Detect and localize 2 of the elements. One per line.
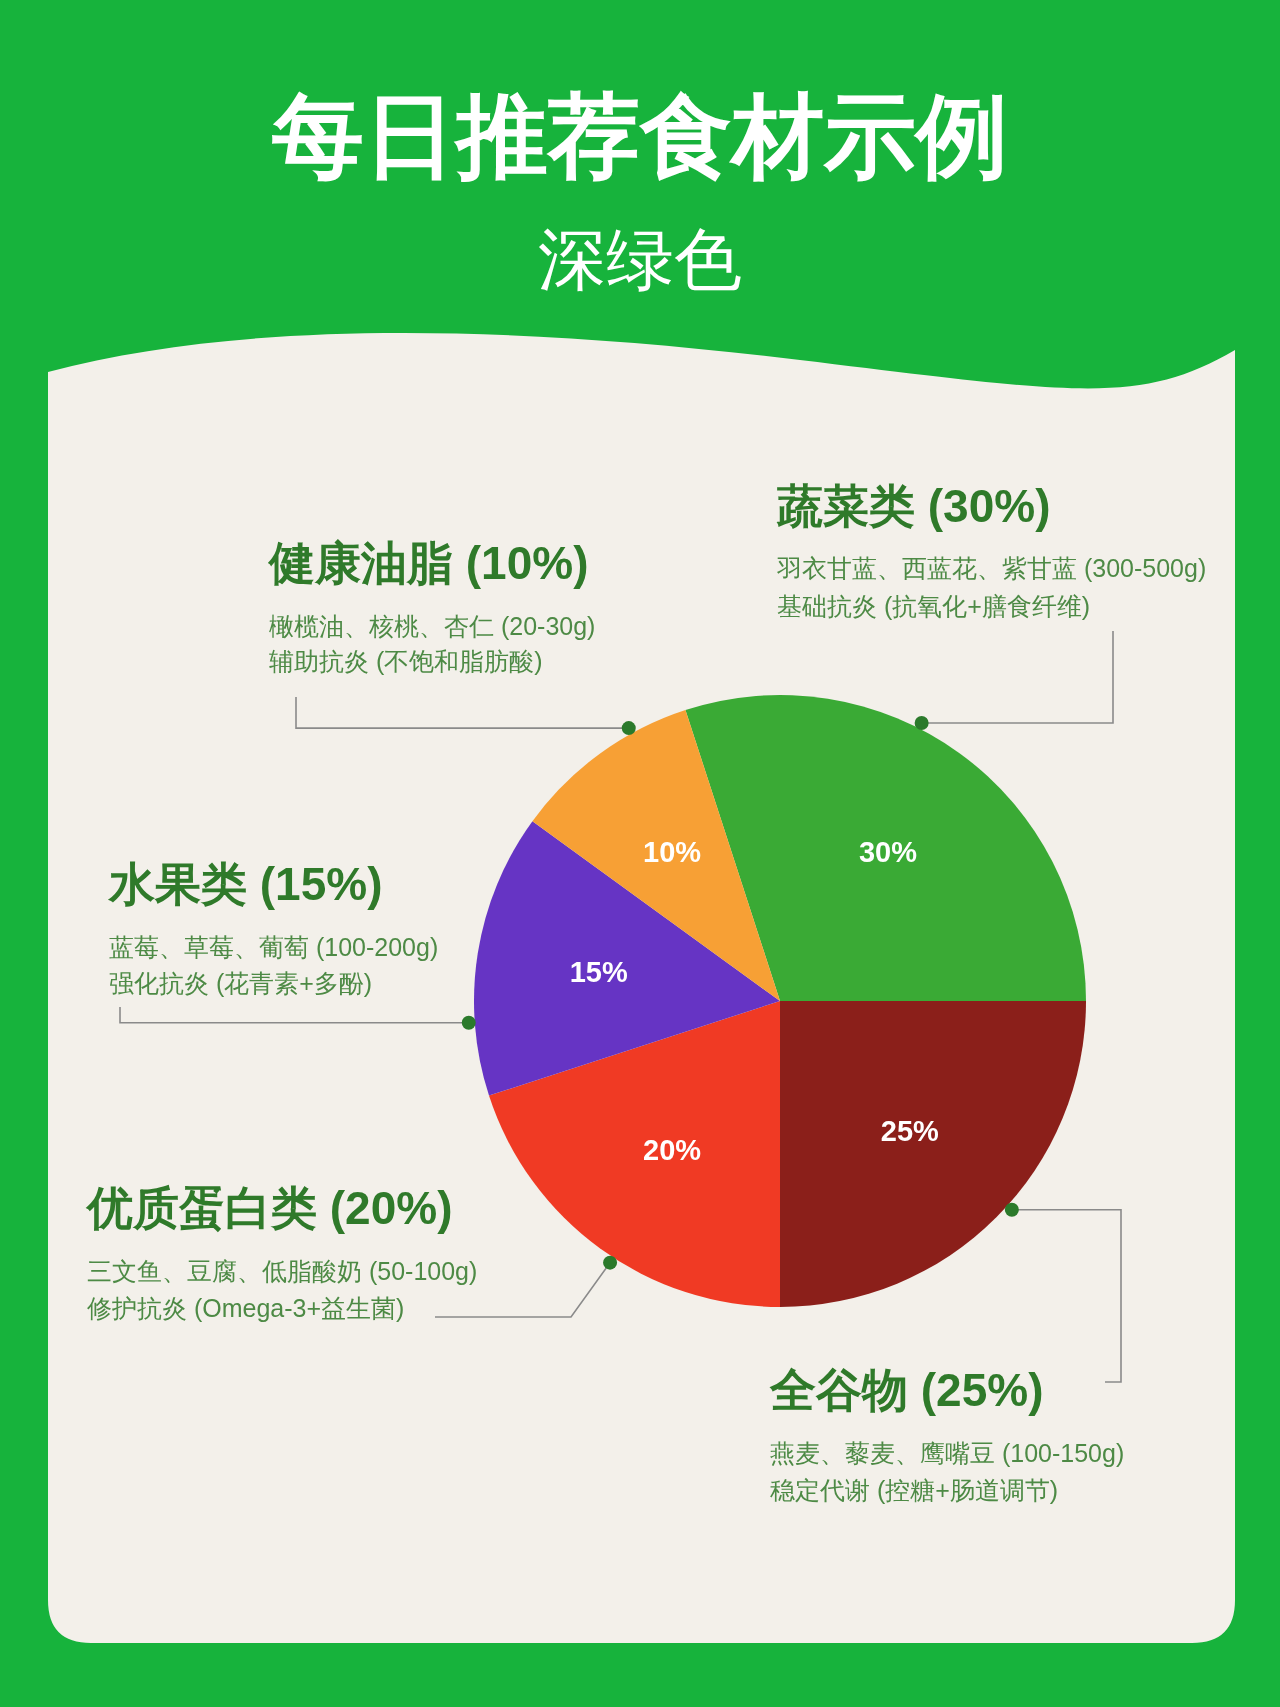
title: 每日推荐食材示例 — [272, 85, 1008, 187]
subtitle: 深绿色 — [538, 221, 742, 297]
